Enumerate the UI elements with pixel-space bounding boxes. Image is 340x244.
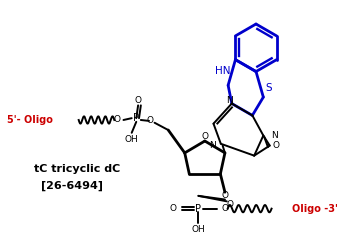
Text: [26-6494]: [26-6494] [41,181,103,191]
Text: OH: OH [191,225,205,234]
Text: N: N [226,96,233,105]
Text: P: P [195,204,201,214]
Text: N: N [271,131,277,140]
Text: O: O [135,96,141,105]
Text: O: O [170,204,176,213]
Text: O: O [273,141,279,150]
Text: O: O [221,204,228,213]
Text: 5'- Oligo: 5'- Oligo [7,115,53,125]
Text: OH: OH [125,135,139,144]
Text: O: O [114,115,121,124]
Text: O: O [147,116,153,125]
Text: S: S [265,83,272,93]
Text: N: N [209,141,216,150]
Text: O: O [201,132,208,141]
Text: P: P [133,113,139,123]
Text: Oligo -3': Oligo -3' [292,204,338,214]
Text: O: O [226,201,233,210]
Text: HN: HN [215,66,231,76]
Text: O: O [221,191,228,200]
Text: tC tricyclic dC: tC tricyclic dC [34,164,120,174]
